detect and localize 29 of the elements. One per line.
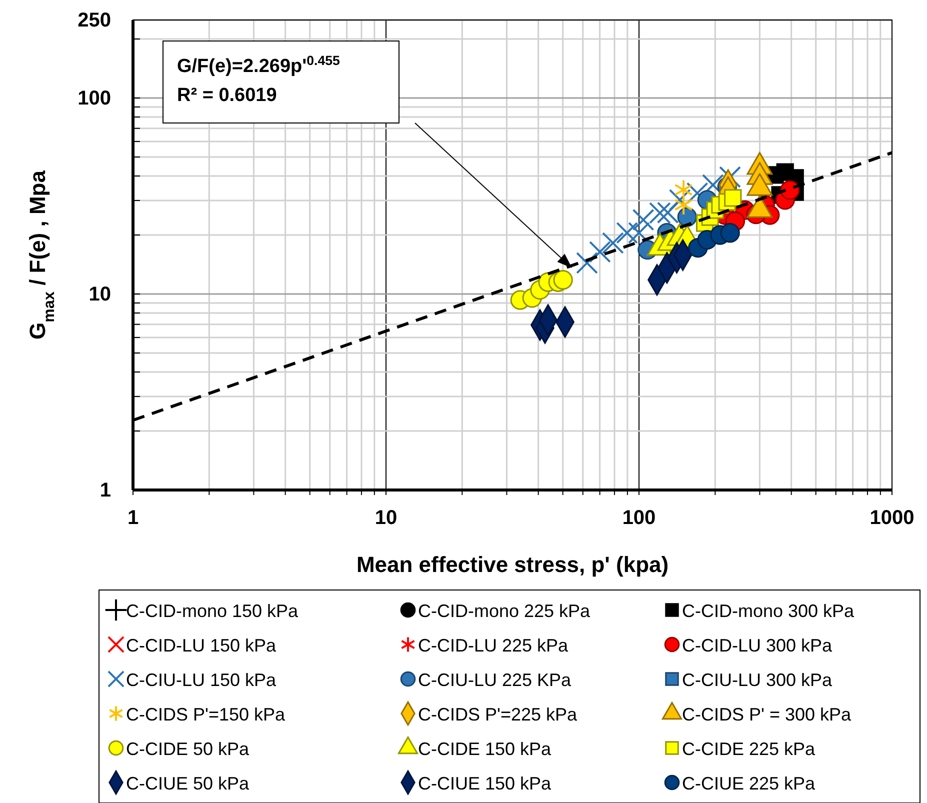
x-tick-label: 100 (622, 507, 656, 529)
legend-label: C-CIU-LU 225 KPa (418, 670, 572, 690)
legend-label: C-CIUE 50 kPa (126, 774, 250, 794)
legend-label: C-CIU-LU 300 kPa (682, 670, 834, 690)
legend-label: C-CID-mono 150 kPa (126, 601, 300, 621)
legend-label: C-CIDE 50 kPa (126, 739, 250, 759)
legend-label: C-CIDE 225 kPa (682, 739, 816, 759)
legend-label: C-CID-LU 150 kPa (126, 636, 278, 656)
legend-label: C-CID-mono 300 kPa (682, 601, 856, 621)
legend-label: C-CIDS P'=225 kPa (418, 704, 578, 724)
legend-label: C-CIDS P' = 300 kPa (682, 704, 852, 724)
legend-label: C-CID-LU 300 kPa (682, 636, 834, 656)
legend-label: C-CIDE 150 kPa (418, 739, 552, 759)
legend-label: C-CID-mono 225 kPa (418, 601, 592, 621)
x-tick-label: 1000 (870, 507, 914, 529)
annotation: R² = 0.6019 (177, 85, 277, 106)
x-axis-title: Mean effective stress, p' (kpa) (356, 552, 669, 577)
y-tick-label: 10 (88, 283, 111, 306)
x-tick-label: 10 (374, 507, 398, 529)
legend-label: C-CIUE 225 kPa (682, 774, 816, 794)
y-tick-label: 1 (100, 479, 111, 502)
x-tick-label: 1 (127, 507, 139, 529)
y-tick-label: 250 (78, 9, 111, 32)
legend-label: C-CIU-LU 150 kPa (126, 670, 278, 690)
legend-label: C-CID-LU 225 kPa (418, 636, 570, 656)
annotation: G/F(e)=2.269p'$^{0.455}$ (177, 52, 341, 77)
y-tick-label: 100 (78, 87, 111, 110)
legend-label: C-CIUE 150 kPa (418, 774, 552, 794)
legend-label: C-CIDS P'=150 kPa (126, 704, 286, 724)
